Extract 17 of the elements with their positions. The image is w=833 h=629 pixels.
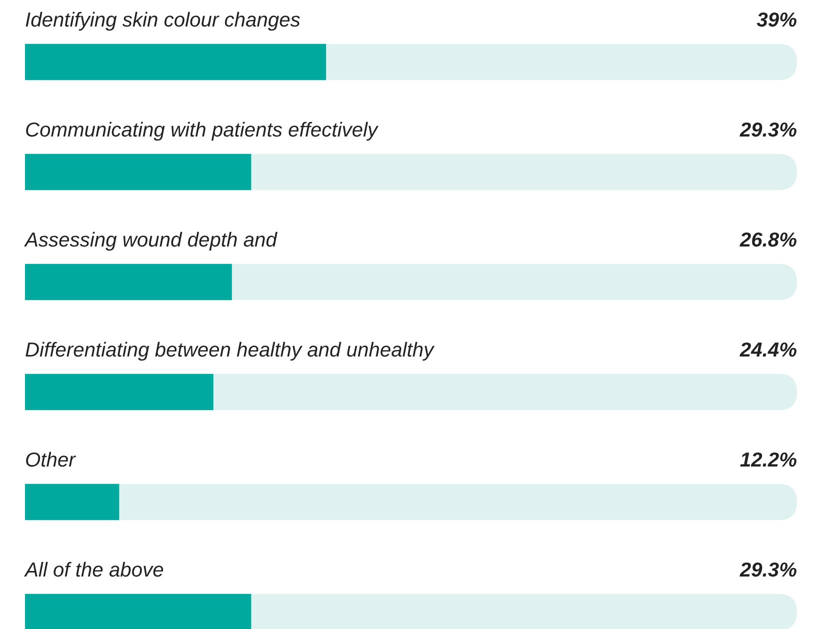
bar — [25, 594, 252, 629]
bar — [25, 154, 252, 190]
bar — [25, 374, 214, 410]
y-tick-label: Differentiating between healthy and unhealthy — [26, 342, 435, 361]
y-tick-label: Other — [26, 452, 76, 467]
data-label: 29.3% — [740, 122, 796, 137]
y-tick-label: Identifying skin colour changes — [26, 12, 300, 31]
y-tick-label: All of the above — [24, 562, 164, 577]
y-tick-label: Communicating with patients effectively — [26, 122, 379, 141]
bar — [25, 264, 232, 300]
data-label: 24.4% — [740, 342, 796, 357]
y-tick-label: Assessing wound depth and — [24, 232, 278, 251]
data-label: 12.2% — [740, 452, 796, 467]
data-label: 39% — [756, 12, 796, 27]
data-label: 26.8% — [740, 232, 796, 247]
bar — [25, 484, 120, 520]
data-label: 29.3% — [740, 562, 796, 577]
